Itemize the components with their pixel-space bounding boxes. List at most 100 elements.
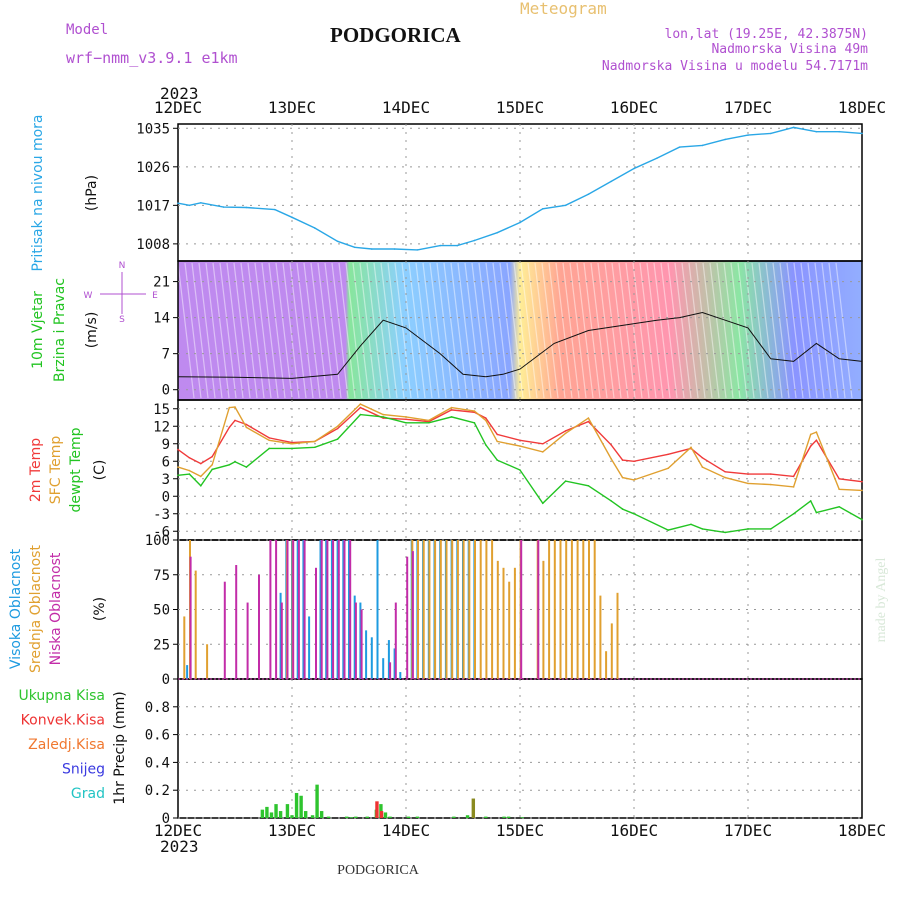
pressure-ytick-label: 1026 [136, 160, 170, 176]
cloud-bar [308, 616, 311, 679]
temperature-point [542, 502, 544, 505]
pressure-point [291, 216, 293, 219]
top-xtick-label: 17DEC [724, 98, 772, 117]
temperature-point [234, 419, 236, 422]
temperature-point [291, 447, 293, 450]
wind-barb-stroke [646, 262, 664, 399]
cloud-bar [605, 651, 608, 679]
temperature-ytick-label: -6 [153, 524, 170, 540]
wind-barb-stroke [583, 262, 601, 399]
pressure-point [353, 246, 356, 249]
temperature-point [701, 456, 704, 459]
precip-bar [415, 816, 420, 818]
bottom-xtick-label: 14DEC [382, 821, 430, 840]
precip-bar [452, 816, 456, 818]
cloud-bar [223, 581, 226, 679]
top-xtick-label: 13DEC [268, 98, 316, 117]
wind-barb-stroke [597, 262, 615, 399]
temperature-ytick-label: -3 [153, 507, 170, 523]
cloud-bar [479, 540, 482, 679]
temperature-point [485, 444, 487, 446]
wind-barb-stroke [681, 262, 699, 399]
temperature-point [770, 528, 772, 530]
wind-barb-stroke [331, 262, 349, 399]
temperature-point [667, 467, 669, 470]
precip-bar [388, 816, 392, 818]
cloud-bar [548, 540, 551, 679]
wind-barb-stroke [212, 262, 230, 399]
wind-barb-stroke [688, 262, 706, 399]
temp-ylabel-1: SFC Temp [48, 436, 64, 505]
temperature-point [564, 480, 567, 482]
cloud-bar [399, 672, 402, 679]
precip-bar [326, 816, 331, 818]
pressure-panel-frame [177, 123, 863, 262]
wind-barb-stroke [387, 262, 405, 399]
cloud-bar [599, 595, 602, 679]
precip-legend-3: Snijeg [62, 762, 105, 778]
cloud-bar [320, 540, 323, 679]
temperature-ytick-label: 3 [162, 472, 170, 488]
precip-legend-1: Konvek.Kisa [21, 713, 105, 729]
cloud-bar [616, 592, 619, 679]
precip-bar [379, 811, 384, 818]
cloud-bar [570, 540, 573, 679]
cloud-bar [370, 637, 373, 679]
pressure-point [610, 180, 612, 183]
pressure-point [473, 239, 476, 242]
cloud-bar [332, 540, 335, 679]
pressure-point [371, 248, 373, 250]
wind-barb-stroke [254, 262, 272, 399]
wind-unit: (m/s) [84, 312, 100, 349]
temperature-point [770, 483, 772, 486]
cloud-bar [474, 540, 476, 679]
precip-bar [278, 811, 283, 818]
temperature-point [211, 468, 213, 471]
temperature-point [405, 416, 407, 418]
temperature-point [211, 463, 213, 466]
precip-unit: 1hr Precip (mm) [112, 691, 128, 804]
wind-barb-stroke [758, 262, 776, 399]
compass-north: N [119, 261, 126, 271]
wind-barb-stroke [219, 262, 237, 399]
cloud-bar [417, 540, 419, 679]
pressure-point [542, 207, 544, 210]
temperature-point [667, 453, 669, 456]
cloud-bar [542, 560, 545, 679]
temperature-point [450, 409, 453, 411]
temperature-point [747, 473, 749, 475]
wind-barb-stroke [604, 262, 622, 399]
wind-barb-stroke [534, 262, 552, 399]
cloud-bar [359, 602, 362, 679]
cloud-bar [349, 540, 352, 679]
cloud-bar [354, 602, 357, 679]
pressure-point [815, 130, 818, 133]
model-elevation-label: Nadmorska Visina u modelu 54.7171m [602, 59, 868, 74]
temperature-point [188, 473, 191, 475]
temperature-point [188, 469, 191, 472]
elevation-label: Nadmorska Visina 49m [711, 42, 868, 57]
year-top: 2023 [160, 84, 199, 103]
cloud-bar [496, 560, 499, 679]
precip-bar [349, 817, 353, 819]
compass-west: W [84, 291, 93, 301]
wind-barb-stroke [730, 262, 748, 399]
temperature-point [359, 403, 362, 405]
wind-barb-stroke [555, 262, 573, 399]
pressure-ytick-label: 1008 [136, 237, 170, 253]
wind-barb-stroke [737, 262, 755, 399]
temperature-point [268, 439, 271, 442]
wind-barb-stroke [702, 262, 720, 399]
cloud-bar [337, 540, 340, 679]
wind-barb-stroke [492, 262, 510, 399]
wind-barb-stroke [793, 262, 811, 399]
temperature-point [564, 430, 567, 432]
temperature-point [245, 466, 248, 468]
cloud-bar [296, 540, 299, 679]
wind-barb-stroke [303, 262, 321, 399]
precip-bar [269, 812, 274, 818]
cloud-bar [565, 540, 568, 679]
temperature-point [177, 466, 179, 468]
wind-barb-stroke [415, 262, 433, 399]
station-title: PODGORICA [330, 23, 462, 47]
